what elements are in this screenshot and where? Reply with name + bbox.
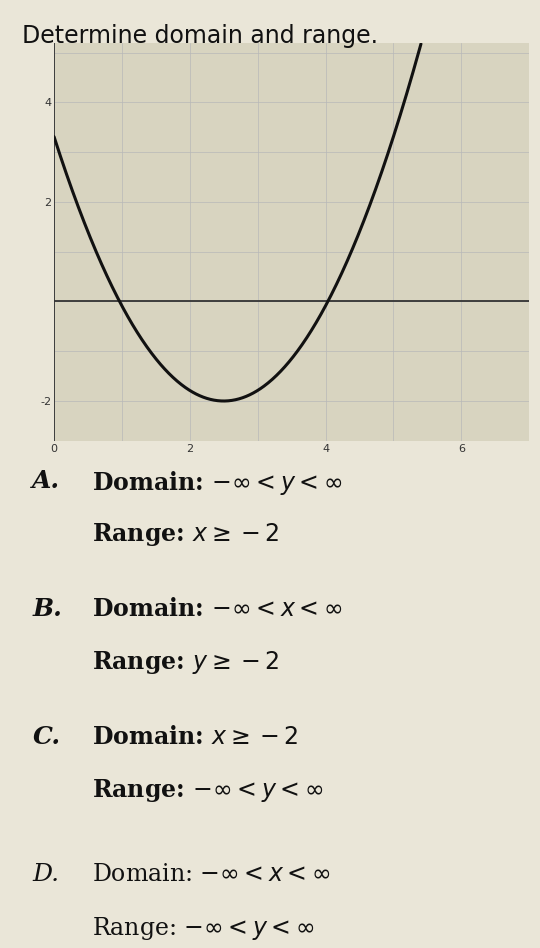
Text: Range: $x \geq -2$: Range: $x \geq -2$: [92, 521, 279, 548]
Text: Range: $y \geq -2$: Range: $y \geq -2$: [92, 649, 279, 676]
Text: Domain: $-\infty < x < \infty$: Domain: $-\infty < x < \infty$: [92, 863, 330, 885]
Text: C.: C.: [32, 725, 60, 749]
Text: A.: A.: [32, 469, 60, 493]
Text: Domain: $-\infty < y < \infty$: Domain: $-\infty < y < \infty$: [92, 469, 342, 498]
Text: D.: D.: [32, 863, 59, 885]
Text: Determine domain and range.: Determine domain and range.: [22, 24, 377, 47]
Text: Domain: $x \geq -2$: Domain: $x \geq -2$: [92, 725, 298, 749]
Text: B.: B.: [32, 597, 62, 621]
Text: Domain: $-\infty < x < \infty$: Domain: $-\infty < x < \infty$: [92, 597, 342, 621]
Text: Range: $-\infty < y < \infty$: Range: $-\infty < y < \infty$: [92, 777, 323, 804]
Text: Range: $-\infty < y < \infty$: Range: $-\infty < y < \infty$: [92, 915, 314, 941]
